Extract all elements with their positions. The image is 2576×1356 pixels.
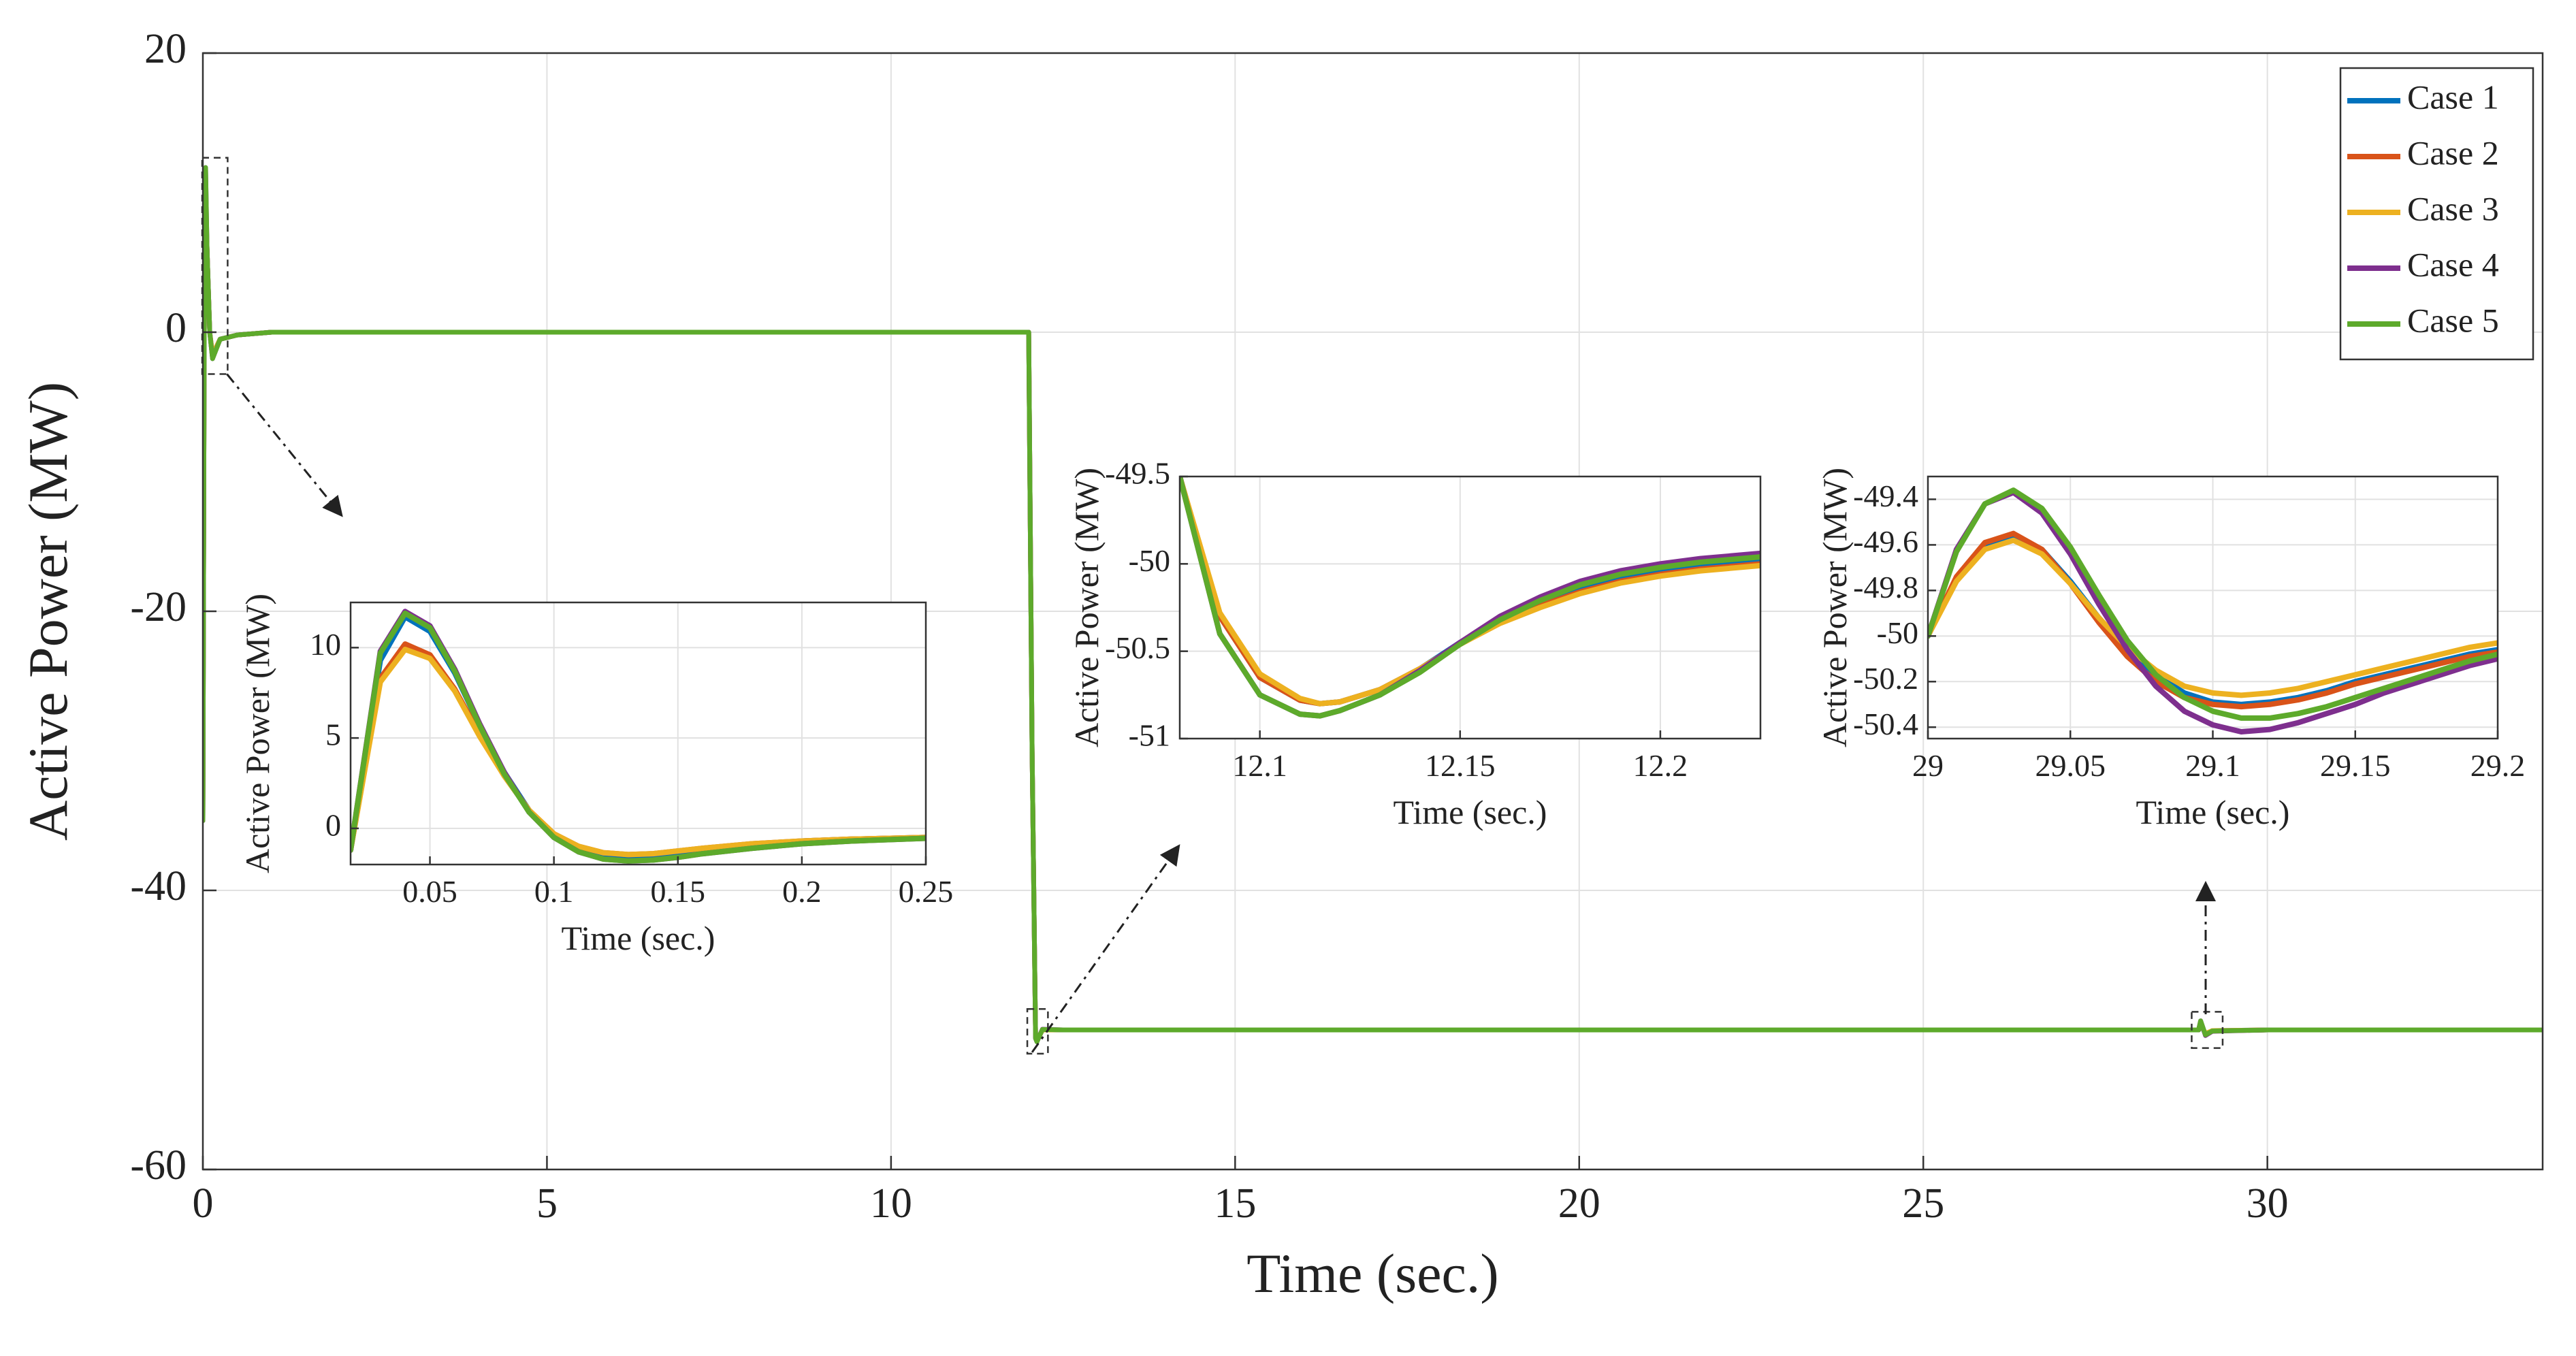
main-x-tick-label: 20	[1558, 1180, 1600, 1227]
main-x-tick-label: 25	[1902, 1180, 1944, 1227]
inset-2-x-tick-label: 12.1	[1232, 748, 1287, 783]
inset-1-series-case-3	[351, 647, 926, 858]
inset-2-y-tick-label: -49.5	[1105, 456, 1170, 491]
main-x-tick-label: 10	[870, 1180, 912, 1227]
inset-1-x-tick-label: 0.25	[899, 874, 954, 909]
main-x-tick-label: 0	[193, 1180, 214, 1227]
inset-3-series-group	[1928, 487, 2498, 734]
main-y-tick-label: 0	[165, 305, 187, 351]
legend-label-4: Case 4	[2407, 245, 2499, 283]
inset-1-background	[351, 602, 926, 865]
inset-3-y-tick-label: -49.8	[1853, 570, 1918, 604]
inset-3-x-axis-label: Time (sec.)	[2136, 793, 2290, 831]
inset-3-x-tick-label: 29	[1912, 748, 1944, 783]
inset-2-y-tick-label: -51	[1129, 718, 1170, 753]
inset-1-x-tick-label: 0.1	[534, 874, 574, 909]
inset-3-y-tick-label: -50.2	[1853, 661, 1918, 696]
inset-1-series-case-5	[351, 610, 926, 864]
zoom-marker-box	[201, 157, 229, 375]
inset-3-x-tick-label: 29.2	[2470, 748, 2526, 783]
inset-1-plot: 0.05 0.1 0.15 0.2 0.25 0 5 10 Time (sec.) Active …	[238, 594, 953, 957]
zoom-arrow	[1031, 844, 1180, 1053]
inset-2-frame	[1178, 475, 1762, 740]
inset-2-x-tick-label: 12.15	[1425, 748, 1496, 783]
legend-label-3: Case 3	[2407, 189, 2499, 227]
inset-1-x-tick-label: 0.05	[402, 874, 457, 909]
zoom-marker-box	[2191, 1011, 2224, 1049]
main-y-tick-label: -40	[130, 863, 187, 909]
inset-3-series-case-3	[1928, 537, 2498, 698]
inset-1-y-tick-label: 10	[310, 627, 341, 662]
main-series-case-5	[203, 165, 2543, 1044]
inset-3-x-tick-label: 29.1	[2185, 748, 2240, 783]
inset-2-y-tick-label: -50	[1129, 543, 1170, 578]
main-x-axis-label: Time (sec.)	[1246, 1242, 1498, 1304]
inset-3-y-tick-label: -50	[1877, 615, 1918, 650]
main-y-axis-label: Active Power (MW)	[17, 382, 79, 841]
inset-1-y-axis-label: Active Power (MW)	[238, 594, 276, 873]
inset-2-series-case-5	[1180, 477, 1760, 719]
inset-2-y-tick-label: -50.5	[1105, 630, 1170, 665]
inset-1-series-group	[351, 609, 926, 864]
main-x-tick-label: 30	[2247, 1180, 2289, 1227]
inset-3-series-case-2	[1928, 530, 2498, 710]
legend-label-2: Case 2	[2407, 133, 2499, 172]
inset-2-x-tick-label: 12.2	[1633, 748, 1688, 783]
inset-3-y-tick-label: -50.4	[1853, 707, 1918, 741]
inset-1-x-tick-label: 0.2	[782, 874, 822, 909]
inset-3-plot: 29 29.05 29.1 29.15 29.2 -50.4 -50.2 -50 -49.8 -4…	[1816, 468, 2525, 831]
main-x-tick-label: 15	[1214, 1180, 1256, 1227]
main-y-tick-label: -60	[130, 1142, 187, 1189]
inset-2-x-axis-label: Time (sec.)	[1394, 793, 1547, 831]
inset-1-frame	[349, 601, 927, 866]
inset-1-y-tick-label: 0	[325, 807, 341, 842]
zoom-arrow	[226, 373, 343, 517]
main-series-group	[203, 165, 2543, 1044]
inset-2-series-group	[1180, 477, 1760, 719]
main-y-tick-label: 20	[144, 26, 187, 72]
zoom-marker-box	[1026, 1008, 1049, 1055]
inset-2-y-axis-label: Active Power (MW)	[1067, 468, 1106, 747]
inset-3-series-case-5	[1928, 487, 2498, 721]
main-y-tick-label: -20	[130, 584, 187, 630]
inset-2-plot: 12.1 12.15 12.2 -51 -50.5 -50 -49.5 Time (sec.)…	[1067, 456, 1762, 831]
legend: Case 1 Case 2 Case 3 Case 4 Case 5	[2339, 67, 2534, 361]
main-x-tick-label: 5	[536, 1180, 558, 1227]
inset-3-y-tick-label: -49.6	[1853, 524, 1918, 559]
legend-label-1: Case 1	[2407, 78, 2499, 116]
inset-3-y-tick-label: -49.4	[1853, 479, 1918, 513]
inset-1-x-axis-label: Time (sec.)	[562, 919, 715, 957]
legend-label-5: Case 5	[2407, 301, 2499, 339]
inset-3-y-axis-label: Active Power (MW)	[1816, 468, 1854, 747]
inset-1-y-tick-label: 5	[325, 717, 341, 752]
inset-2-background	[1180, 477, 1760, 739]
inset-3-x-tick-label: 29.15	[2320, 748, 2391, 783]
inset-3-x-tick-label: 29.05	[2035, 748, 2106, 783]
inset-1-x-tick-label: 0.15	[651, 874, 706, 909]
